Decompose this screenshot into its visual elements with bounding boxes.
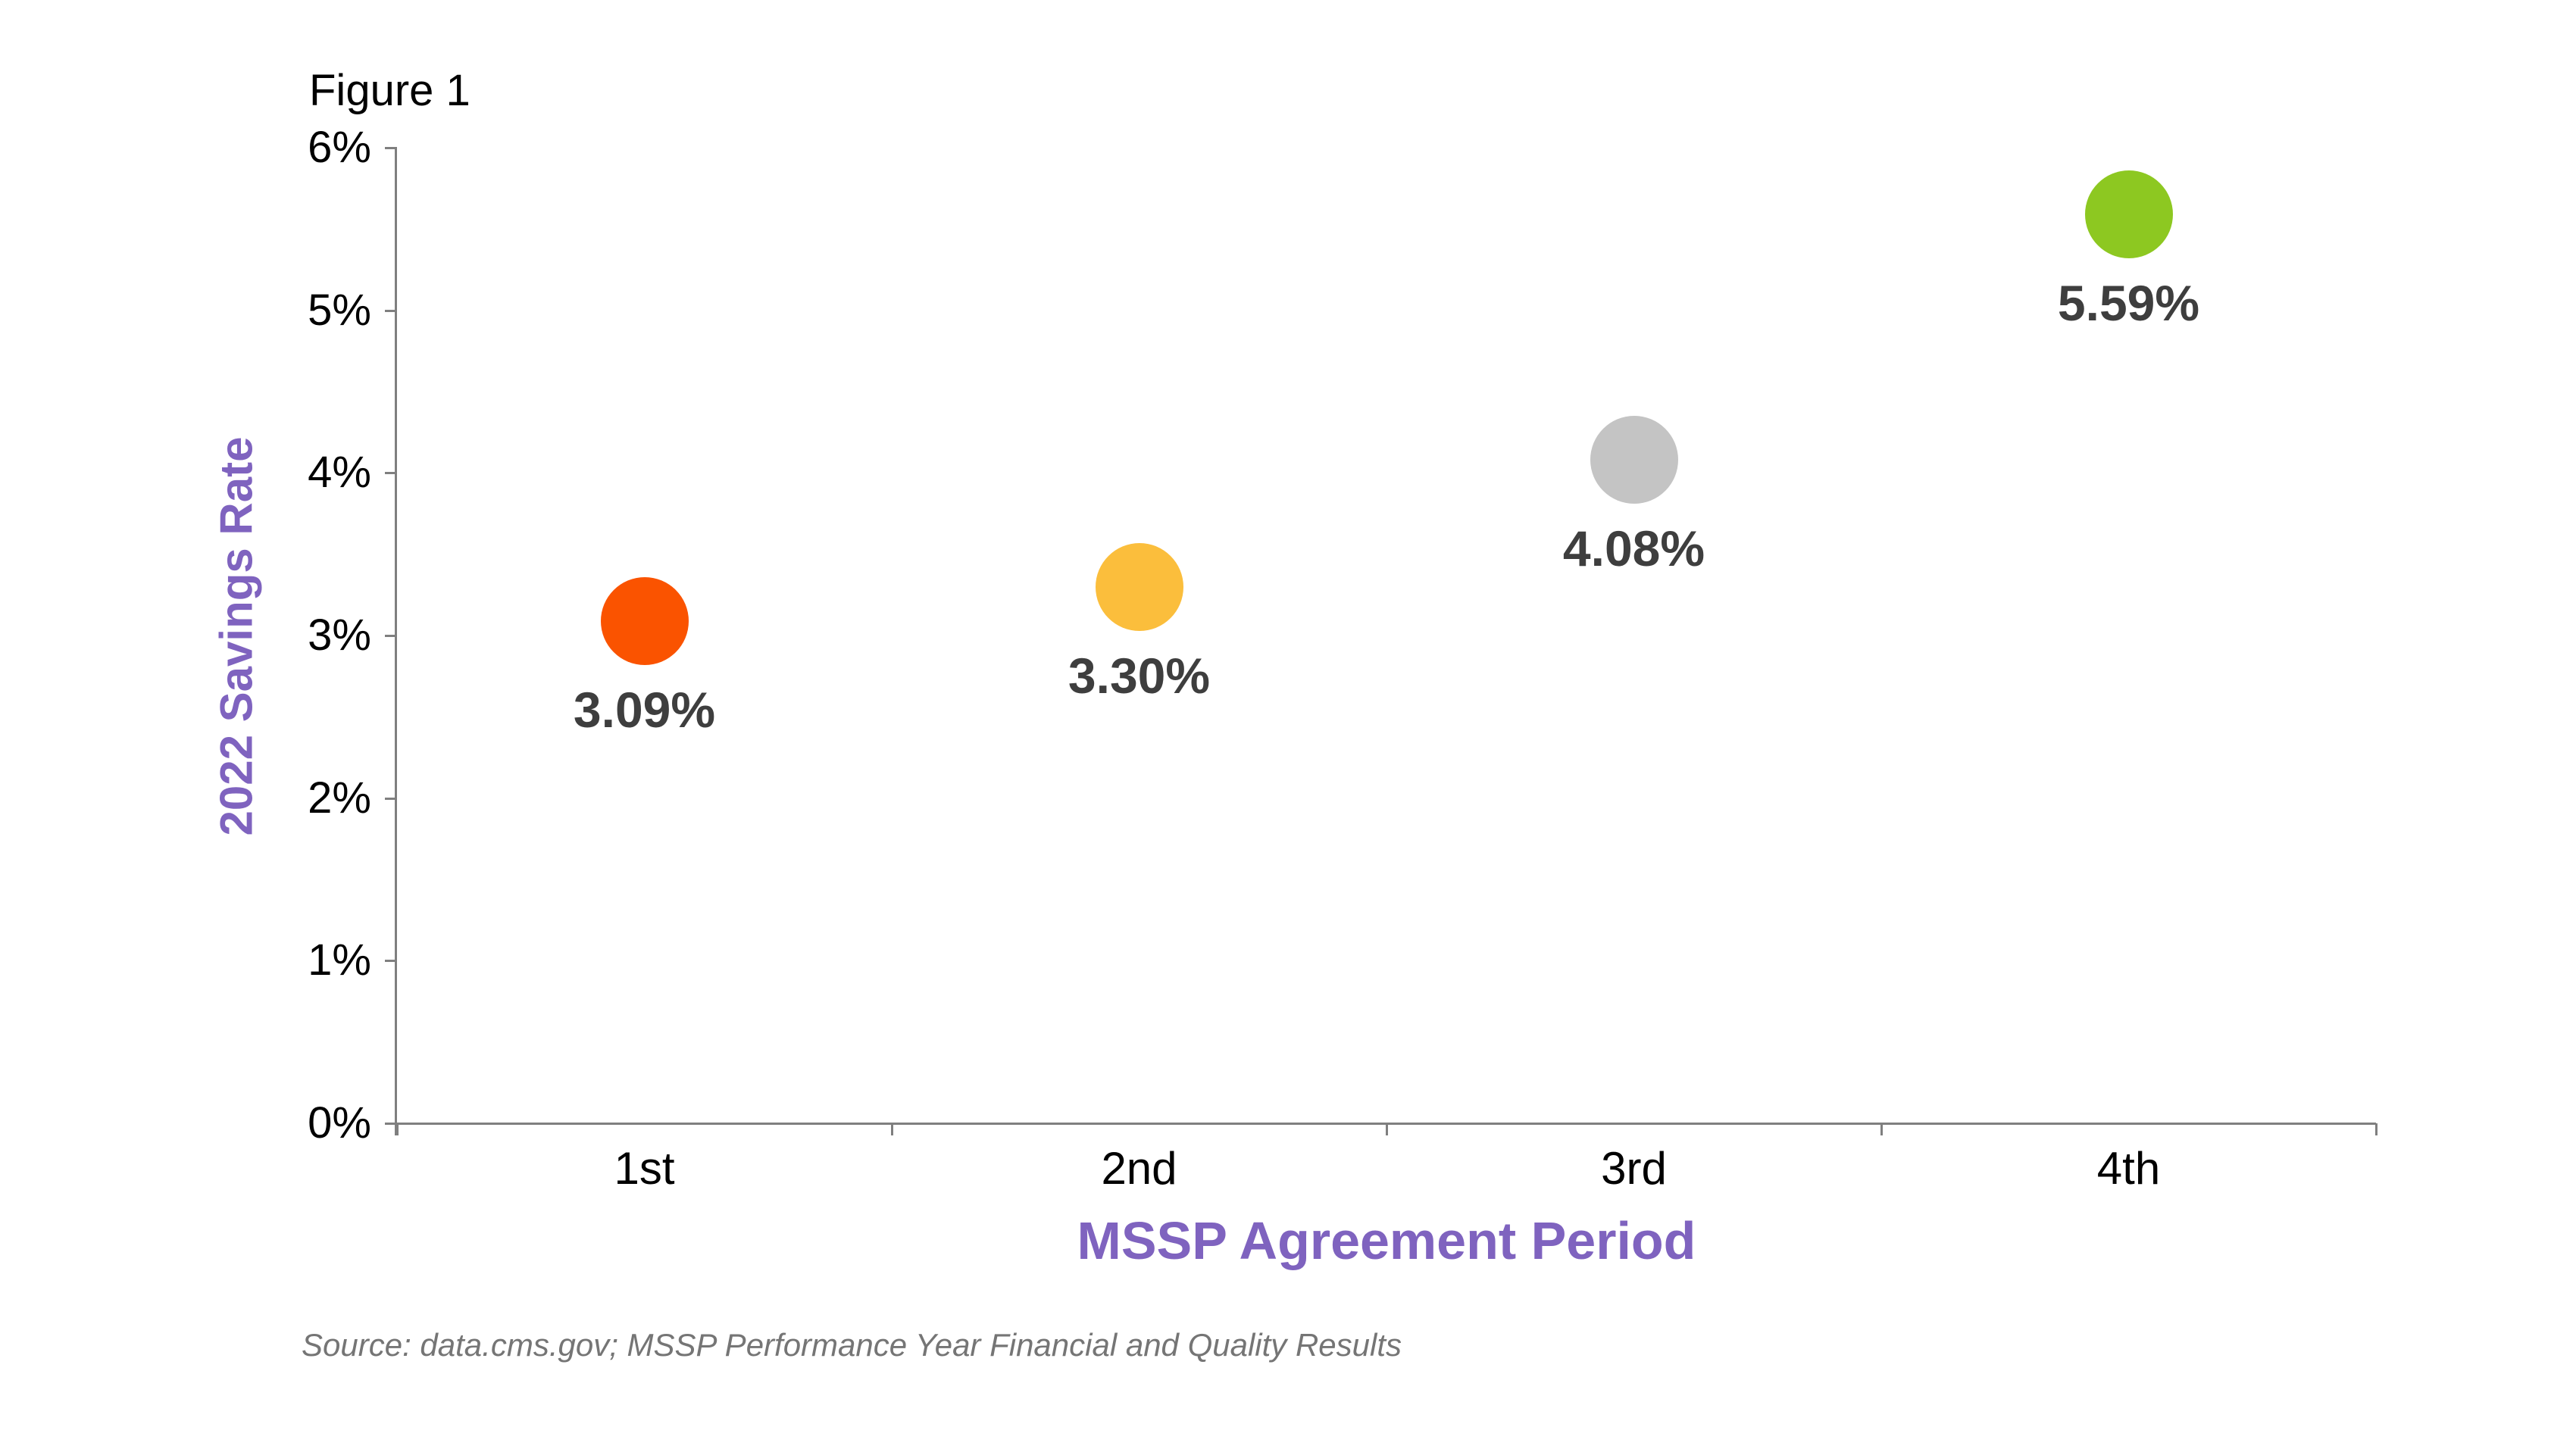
y-axis-tick-label: 4% (308, 448, 371, 498)
data-point-1st (600, 576, 689, 665)
x-axis-line (385, 1123, 2376, 1125)
data-point-label: 5.59% (2057, 275, 2200, 331)
x-category-label: 2nd (1101, 1143, 1177, 1194)
x-category-label: 3rd (1601, 1143, 1667, 1194)
y-axis-tick (385, 147, 397, 149)
figure-title: Figure 1 (309, 66, 470, 115)
x-axis-title: MSSP Agreement Period (1077, 1211, 1696, 1270)
y-axis-tick (385, 472, 397, 475)
data-point-label: 3.30% (1068, 647, 1211, 704)
data-point-4th (2084, 170, 2173, 258)
y-axis-tick-label: 6% (308, 123, 371, 172)
y-axis-tick (385, 309, 397, 312)
x-axis-tick (1386, 1123, 1388, 1135)
x-category-label: 4th (2096, 1143, 2161, 1194)
y-axis-tick-label: 1% (308, 935, 371, 985)
x-category-label: 1st (614, 1143, 675, 1194)
y-axis-tick-label: 0% (308, 1098, 371, 1148)
y-axis-tick-label: 2% (308, 773, 371, 823)
y-axis-line (395, 147, 397, 1135)
data-point-2nd (1095, 542, 1183, 631)
y-axis-tick (385, 797, 397, 800)
y-axis-tick (385, 1123, 397, 1125)
x-axis-tick (1880, 1123, 1883, 1135)
x-axis-tick (891, 1123, 893, 1135)
x-axis-tick (2375, 1123, 2377, 1135)
data-point-label: 4.08% (1562, 520, 1705, 577)
y-axis-tick (385, 635, 397, 637)
x-axis-tick (396, 1123, 399, 1135)
source-note: Source: data.cms.gov; MSSP Performance Y… (302, 1327, 1402, 1363)
data-point-label: 3.09% (573, 681, 716, 738)
data-point-3rd (1590, 416, 1678, 504)
y-axis-tick (385, 960, 397, 963)
y-axis-tick-label: 3% (308, 611, 371, 660)
y-axis-tick-label: 5% (308, 285, 371, 335)
